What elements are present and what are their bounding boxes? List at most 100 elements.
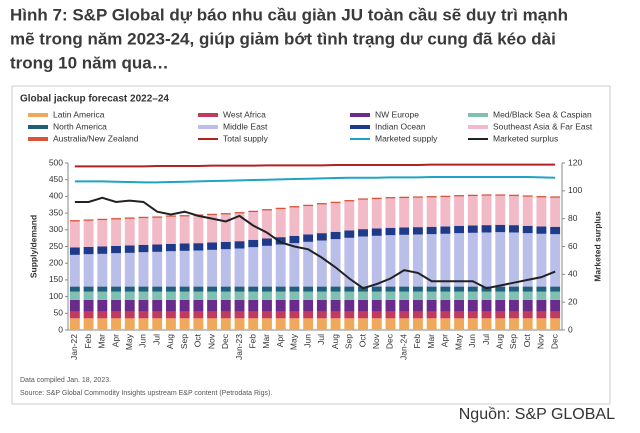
- bar-segment: [481, 225, 492, 233]
- bar-segment: [207, 311, 218, 319]
- bar-segment: [495, 224, 506, 233]
- bar-segment: [179, 291, 190, 300]
- bar-segment: [207, 299, 218, 312]
- bar-segment: [550, 234, 561, 287]
- bar-segment: [124, 218, 135, 246]
- bar-segment: [179, 311, 190, 319]
- bar-segment: [207, 213, 218, 216]
- bar-segment: [358, 236, 368, 287]
- legend-label: North America: [53, 121, 107, 131]
- y-tick-label: 250: [49, 241, 63, 251]
- x-tick-label: Jul: [481, 334, 491, 345]
- legend-label: West Africa: [223, 109, 266, 119]
- bar-segment: [358, 291, 368, 300]
- bar-segment: [440, 291, 451, 300]
- bar-segment: [289, 206, 300, 208]
- bar-segment: [220, 249, 231, 287]
- x-tick-label: Oct: [193, 333, 203, 347]
- bar-segment: [303, 204, 314, 207]
- bar-segment: [454, 225, 465, 234]
- x-tick-label: Jun: [467, 334, 477, 348]
- bar-segment: [262, 299, 272, 312]
- bar-segment: [509, 318, 519, 330]
- chart-frame: [11, 85, 611, 405]
- bar-segment: [179, 215, 190, 217]
- bar-segment: [220, 318, 231, 330]
- bar-segment: [83, 299, 94, 312]
- bar-segment: [234, 212, 245, 214]
- y2-tick-label: 0: [568, 324, 573, 334]
- bar-segment: [83, 219, 94, 221]
- bar-segment: [536, 197, 547, 227]
- bar-segment: [124, 286, 135, 292]
- bar-segment: [275, 286, 286, 292]
- bar-segment: [234, 248, 245, 287]
- legend-label: Total supply: [223, 133, 269, 143]
- bar-segment: [399, 234, 410, 287]
- bar-segment: [248, 318, 259, 330]
- bar-segment: [111, 286, 121, 292]
- bar-segment: [220, 241, 231, 250]
- bar-segment: [69, 299, 80, 312]
- bar-segment: [138, 291, 149, 300]
- y-tick-label: 350: [49, 207, 63, 217]
- bar-segment: [152, 217, 163, 245]
- bar-segment: [165, 311, 176, 319]
- bar-segment: [371, 197, 382, 200]
- bar-segment: [522, 299, 533, 312]
- bar-segment: [220, 213, 231, 215]
- bar-segment: [124, 291, 135, 300]
- legend-label: NW Europe: [375, 109, 419, 119]
- bar-segment: [399, 318, 410, 330]
- bar-segment: [193, 291, 204, 300]
- x-tick-label: Jul: [316, 334, 326, 345]
- bar-segment: [138, 252, 149, 287]
- bar-segment: [303, 299, 314, 312]
- bar-segment: [330, 203, 341, 232]
- bar-segment: [371, 235, 382, 287]
- bar-segment: [220, 214, 231, 242]
- bar-segment: [262, 318, 272, 330]
- x-tick-label: Mar: [426, 334, 436, 349]
- bar-segment: [152, 286, 163, 292]
- bar-segment: [207, 249, 218, 287]
- x-tick-label: Feb: [412, 334, 422, 349]
- bar-segment: [303, 286, 314, 292]
- bar-segment: [344, 286, 355, 292]
- x-tick-label: Dec: [220, 333, 230, 349]
- legend-label: Australia/New Zealand: [53, 133, 139, 143]
- bar-segment: [165, 286, 176, 292]
- bar-segment: [152, 318, 163, 330]
- bar-segment: [193, 286, 204, 292]
- legend-label: Middle East: [223, 121, 268, 131]
- bar-segment: [371, 286, 382, 292]
- bar-segment: [83, 220, 94, 247]
- bar-segment: [262, 209, 272, 211]
- bar-segment: [316, 233, 327, 241]
- y-tick-label: 500: [49, 157, 63, 167]
- x-tick-label: Feb: [248, 334, 258, 349]
- bar-segment: [371, 291, 382, 300]
- x-tick-label: May: [289, 333, 299, 350]
- bar-segment: [152, 216, 163, 218]
- bar-segment: [124, 311, 135, 319]
- bar-segment: [275, 318, 286, 330]
- x-tick-label: May: [453, 333, 463, 350]
- bar-segment: [220, 286, 231, 292]
- y-tick-label: 300: [49, 224, 63, 234]
- x-tick-label: Nov: [536, 333, 546, 349]
- bar-segment: [83, 291, 94, 300]
- bar-segment: [344, 237, 355, 287]
- bar-segment: [97, 291, 108, 300]
- header-line: mẽ trong năm 2023-24, giúp giảm bớt tình…: [10, 29, 556, 48]
- bar-segment: [316, 203, 327, 205]
- bar-segment: [97, 220, 108, 247]
- bar-segment: [509, 299, 519, 312]
- bar-segment: [179, 250, 190, 287]
- bar-segment: [234, 291, 245, 300]
- bar-segment: [399, 291, 410, 300]
- bar-segment: [152, 311, 163, 319]
- bar-segment: [550, 286, 561, 292]
- bar-segment: [358, 199, 368, 230]
